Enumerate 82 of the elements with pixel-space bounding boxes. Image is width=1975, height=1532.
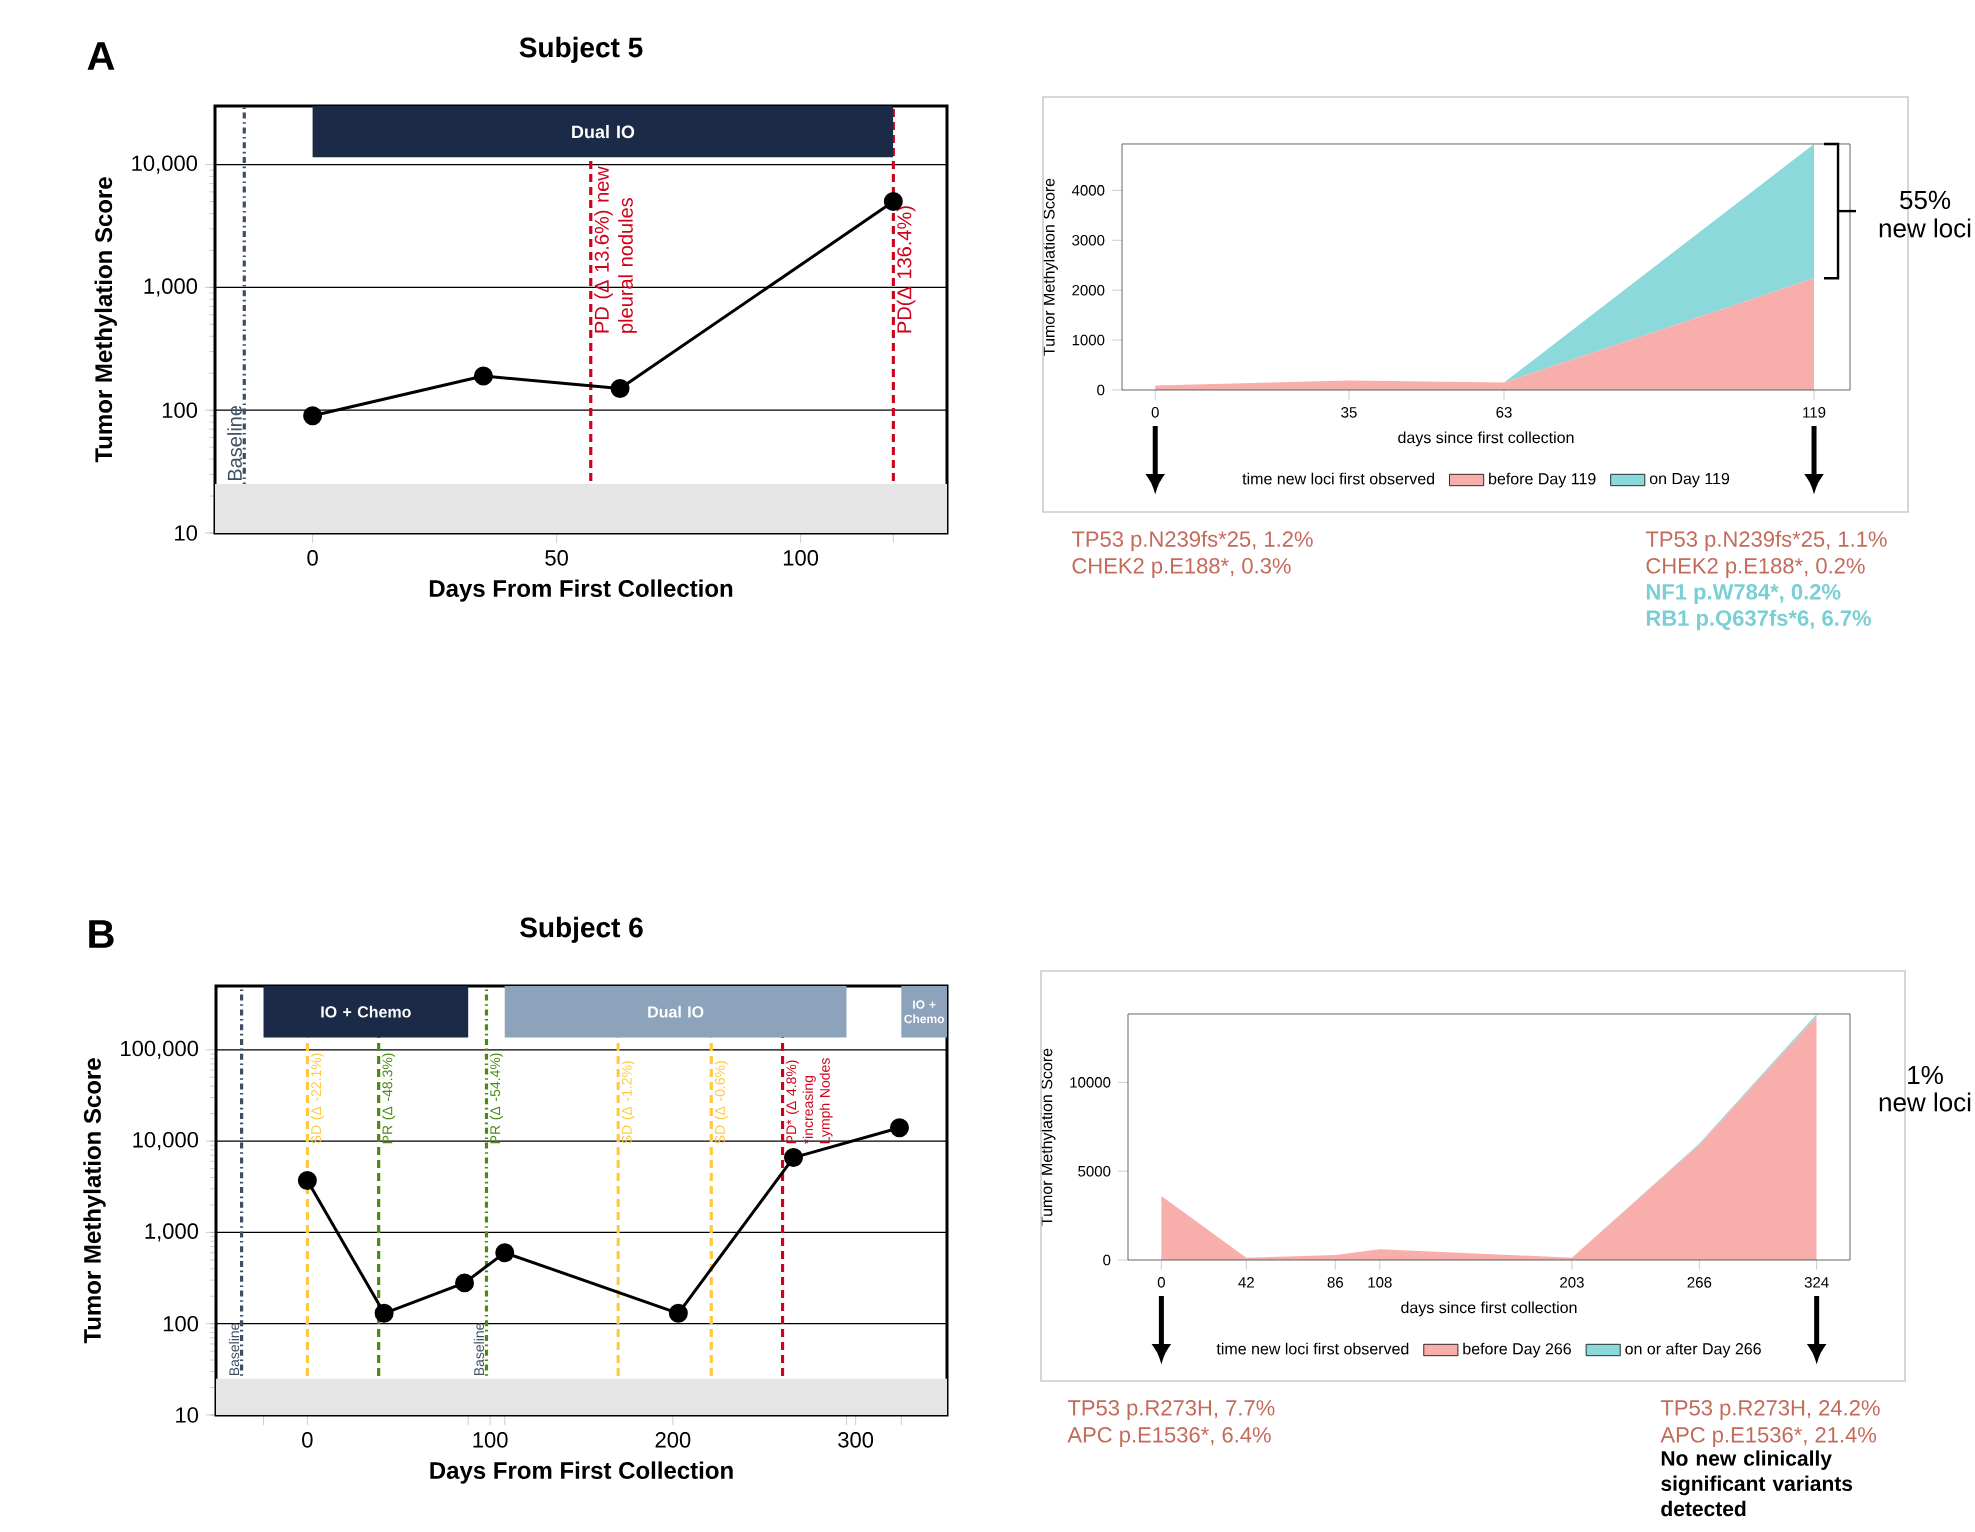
ref-line-label: PD (Δ 13.6%) new pleural nodules: [594, 166, 637, 333]
text: new loci: [1879, 1092, 1971, 1112]
annotation: Baseline: [473, 1323, 485, 1376]
y-tick-label: 100: [163, 1315, 199, 1332]
x-tick-label: 119: [1803, 407, 1826, 418]
text: APC p.E1536*, 6.4%: [1067, 1427, 1271, 1447]
y-tick-label: 1,000: [144, 278, 198, 297]
x-tick-label: 0: [1151, 407, 1159, 418]
ref-line-label: PR (Δ -48.3%): [382, 1053, 396, 1144]
y-tick-label: 10,000: [132, 155, 198, 174]
y-tick-label: 0: [1103, 1254, 1111, 1266]
chart-title: Subject 5: [519, 36, 643, 63]
y-tick-label: 4000: [1071, 185, 1105, 196]
x-tick-label: 100: [473, 1432, 508, 1448]
x-tick-label: 324: [1804, 1277, 1829, 1288]
y-tick-label: 100,000: [121, 1040, 199, 1059]
legend-label: before Day 266: [1463, 1342, 1571, 1358]
x-tick-label: 35: [1341, 407, 1357, 418]
legend-label: on or after Day 266: [1625, 1342, 1761, 1358]
y-tick-label: 10: [175, 525, 198, 541]
ref-line-label: PD* (Δ 4.8%) *increasing Lymph Nodes: [785, 1058, 833, 1145]
x-tick-label: 86: [1327, 1277, 1343, 1288]
ref-line-label: PD(Δ 136.4%): [896, 206, 916, 333]
text: 1%: [1908, 1065, 1943, 1085]
text: TP53 p.R273H, 7.7%: [1067, 1400, 1275, 1420]
ref-line-label: Baseline: [228, 1323, 240, 1376]
text: APC p.E1536*, 21.4%: [1660, 1427, 1877, 1447]
text: A: [87, 42, 115, 70]
x-axis-title: days since first collection: [1401, 1301, 1577, 1317]
y-tick-label: 2000: [1072, 284, 1105, 296]
text: NF1 p.W784*, 0.2%: [1646, 584, 1841, 604]
text: new loci: [1879, 218, 1971, 238]
band-label: IO + Chemo: [904, 1000, 945, 1024]
x-axis-title: days since first collection: [1398, 431, 1574, 447]
text: 55%: [1900, 190, 1951, 210]
y-tick-label: 3000: [1072, 234, 1105, 246]
band-label: Dual IO: [572, 125, 635, 139]
y-tick-label: 5000: [1078, 1165, 1111, 1177]
x-tick-label: 0: [1157, 1277, 1165, 1288]
y-tick-label: 1,000: [145, 1223, 199, 1242]
legend-label: on Day 119: [1649, 472, 1730, 488]
ref-line-label: SD (Δ -22.1%): [310, 1053, 324, 1144]
x-tick-label: 108: [1368, 1277, 1392, 1288]
text: TP53 p.N239fs*25, 1.1%: [1645, 530, 1887, 552]
y-axis-title: Tumor Methylation Score: [1040, 1048, 1056, 1226]
chart-title: Subject 6: [520, 916, 643, 943]
text: No new clinically significant variants detected: [1661, 1450, 1853, 1517]
x-tick-label: 300: [838, 1432, 874, 1448]
legend-label: before Day 119: [1489, 472, 1596, 488]
x-tick-label: 200: [655, 1432, 691, 1448]
x-tick-label: 266: [1687, 1277, 1712, 1288]
y-tick-label: 10: [176, 1407, 199, 1423]
band-label: IO + Chemo: [321, 1005, 411, 1018]
x-axis-title: Days From First Collection: [430, 1461, 733, 1484]
ref-line-label: Baseline: [227, 405, 242, 481]
text: B: [89, 920, 114, 948]
x-tick-label: 63: [1496, 407, 1512, 418]
y-axis-title: Tumor Methylation Score: [83, 1058, 106, 1344]
ref-line-label: SD (Δ -1.2%): [621, 1061, 635, 1144]
x-tick-label: 0: [302, 1432, 313, 1448]
text: TP53 p.R273H, 24.2%: [1660, 1400, 1880, 1420]
y-axis-title: Tumor Methylation Score: [1042, 178, 1058, 356]
legend-title: time new loci first observed: [1216, 1342, 1409, 1355]
ref-line-label: SD (Δ -0.6%): [714, 1061, 728, 1144]
x-tick-label: 42: [1238, 1277, 1254, 1288]
legend-title: time new loci first observed: [1242, 472, 1435, 485]
x-tick-label: 100: [783, 550, 819, 566]
y-tick-label: 10,000: [133, 1132, 199, 1151]
x-tick-label: 50: [545, 550, 568, 566]
y-tick-label: 0: [1097, 384, 1105, 396]
band-label: Dual IO: [648, 1005, 704, 1018]
text: TP53 p.N239fs*25, 1.2%: [1071, 530, 1313, 552]
x-axis-title: Days From First Collection: [429, 579, 733, 602]
text: RB1 p.Q637fs*6, 6.7%: [1646, 609, 1872, 631]
y-axis-title: Tumor Methylation Score: [94, 177, 117, 463]
y-tick-label: 1000: [1072, 334, 1105, 346]
ref-line-label: PR (Δ -54.4%): [489, 1053, 503, 1144]
x-tick-label: 203: [1560, 1277, 1584, 1288]
x-tick-label: 0: [307, 550, 318, 566]
text: CHEK2 p.E188*, 0.3%: [1072, 558, 1291, 578]
text: CHEK2 p.E188*, 0.2%: [1646, 558, 1865, 578]
y-tick-label: 10000: [1070, 1077, 1111, 1088]
